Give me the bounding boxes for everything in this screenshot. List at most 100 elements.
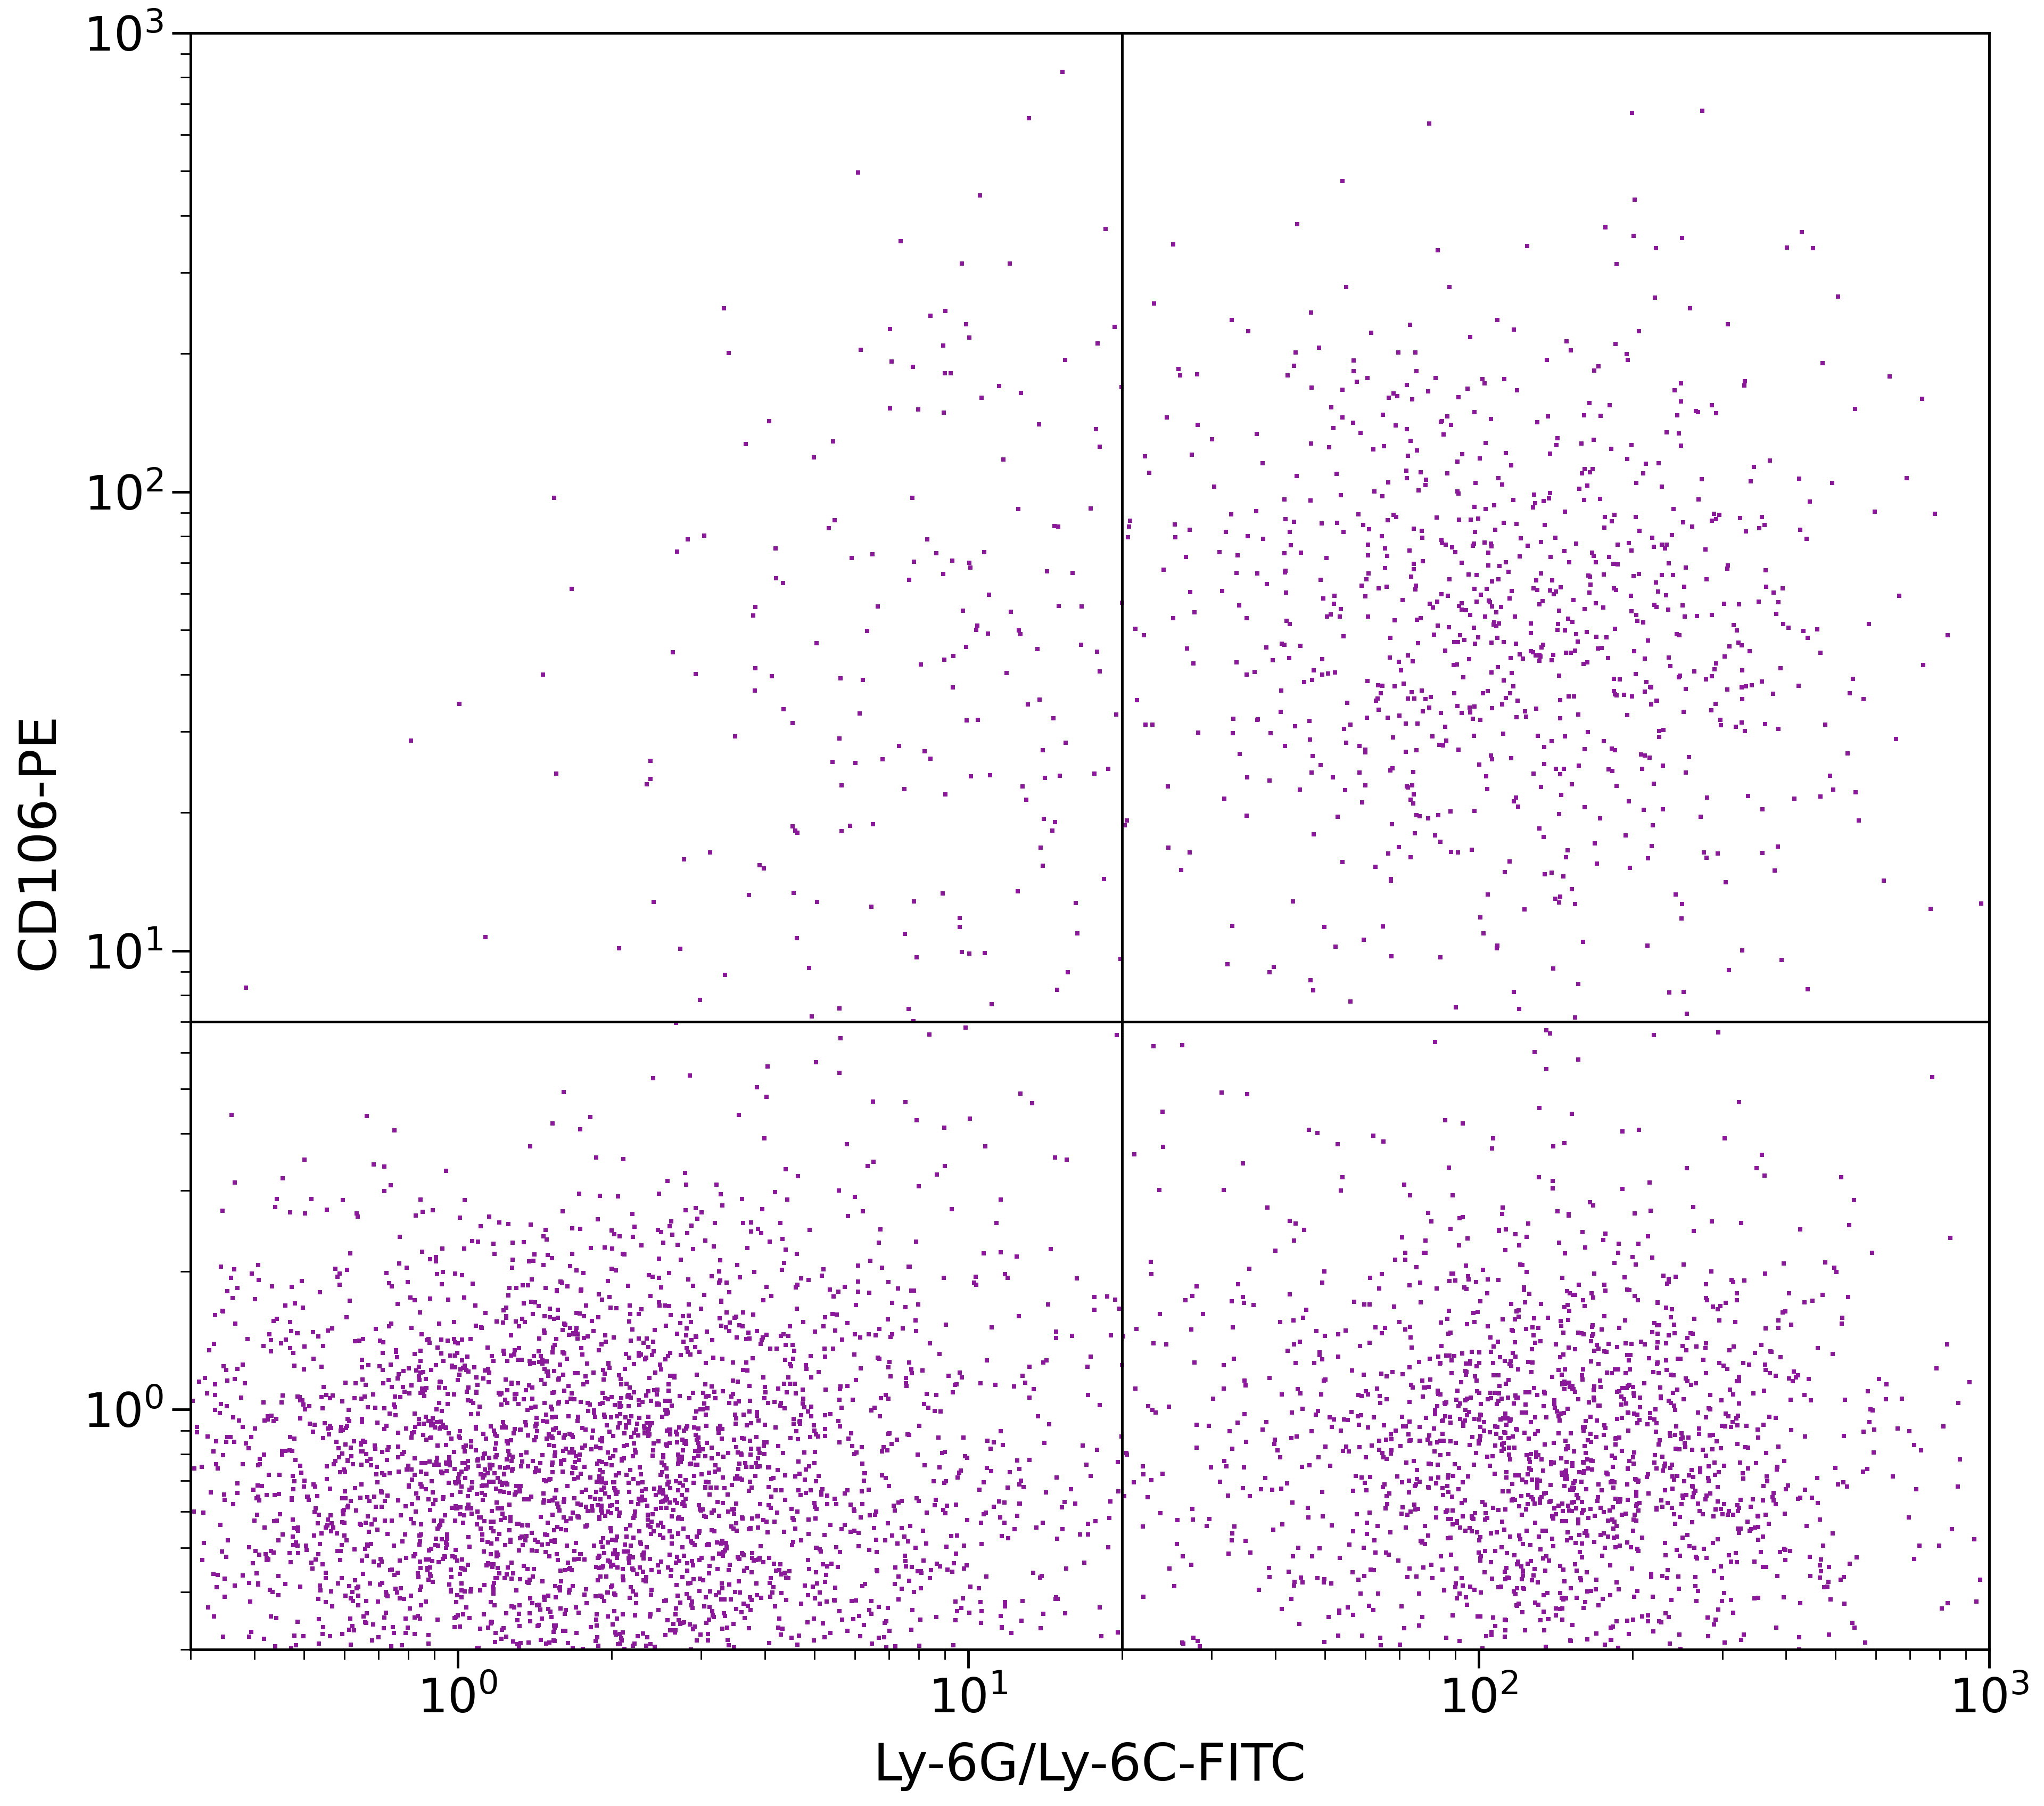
Point (885, 1513, 918, 1542)
Point (1466, 365, 1498, 394)
Point (789, 1351, 822, 1380)
Point (1576, 1279, 1609, 1308)
Point (1858, 497, 1891, 526)
Point (1711, 554, 1744, 583)
Point (448, 1187, 480, 1215)
Point (1306, 1345, 1339, 1374)
Point (1404, 1288, 1437, 1317)
Point (926, 1495, 959, 1524)
Point (675, 1546, 707, 1575)
Point (1476, 1494, 1508, 1522)
Point (630, 769, 662, 798)
Point (1645, 1443, 1678, 1472)
Point (623, 1340, 656, 1369)
Point (431, 1326, 464, 1354)
Point (489, 1459, 521, 1488)
Point (491, 1347, 523, 1376)
Point (1631, 1479, 1664, 1508)
Point (893, 1252, 926, 1280)
Point (527, 1582, 560, 1611)
Point (1592, 643, 1625, 672)
Point (329, 1369, 362, 1398)
Point (656, 1530, 689, 1559)
Point (1637, 1358, 1670, 1387)
Point (405, 1237, 437, 1266)
Point (861, 1526, 893, 1555)
Point (583, 1463, 615, 1492)
Point (940, 1539, 973, 1568)
Point (397, 1508, 429, 1537)
Point (1705, 1434, 1737, 1463)
Point (399, 1461, 431, 1490)
Point (758, 1387, 791, 1416)
Point (660, 1466, 693, 1495)
Point (1666, 1420, 1699, 1448)
Point (1607, 1501, 1639, 1530)
Point (893, 565, 926, 594)
Point (955, 762, 987, 791)
Point (1468, 1537, 1500, 1566)
Point (1459, 628, 1492, 657)
Point (1774, 1537, 1807, 1566)
Point (1139, 289, 1171, 318)
Point (1372, 383, 1404, 412)
Point (460, 1371, 493, 1400)
Point (908, 1450, 940, 1479)
Point (1523, 589, 1555, 618)
Point (628, 1420, 660, 1448)
Point (1004, 379, 1036, 408)
Point (930, 296, 963, 325)
Point (834, 1490, 867, 1519)
Point (1762, 1452, 1795, 1481)
Point (345, 1383, 378, 1412)
Point (1637, 591, 1670, 619)
Point (1040, 1317, 1073, 1345)
Point (744, 1329, 777, 1358)
Point (1619, 1250, 1652, 1279)
Point (652, 1167, 685, 1196)
Point (1611, 1607, 1643, 1636)
Point (476, 1497, 509, 1526)
Point (1572, 1389, 1605, 1418)
Point (587, 1474, 619, 1503)
Point (668, 1485, 701, 1513)
Point (372, 1365, 405, 1394)
Point (403, 1409, 435, 1438)
Point (814, 1618, 846, 1647)
Point (266, 1439, 298, 1468)
Point (1537, 1389, 1570, 1418)
Point (640, 1494, 672, 1522)
Point (1306, 1503, 1339, 1531)
Point (1656, 1389, 1688, 1418)
Point (1151, 773, 1183, 802)
Point (615, 1573, 648, 1602)
Point (889, 1546, 922, 1575)
Point (1641, 1494, 1674, 1522)
Point (719, 1595, 752, 1624)
Point (1108, 811, 1141, 840)
Point (1498, 314, 1531, 343)
Point (754, 1465, 787, 1494)
Point (1523, 1466, 1555, 1495)
Point (715, 1382, 748, 1410)
Point (1451, 560, 1484, 589)
Point (1517, 493, 1549, 522)
Point (1410, 1403, 1443, 1432)
Point (1529, 1479, 1562, 1508)
Point (1498, 1577, 1531, 1606)
Point (597, 1468, 630, 1497)
Point (403, 1405, 435, 1434)
Point (1502, 1461, 1535, 1490)
Point (705, 1615, 738, 1643)
Point (1382, 833, 1414, 861)
Point (881, 1273, 914, 1302)
Point (1598, 1533, 1631, 1562)
Point (1271, 1336, 1304, 1365)
Point (460, 1364, 493, 1392)
Point (1470, 1622, 1502, 1651)
Point (206, 1196, 239, 1224)
Point (672, 1289, 705, 1318)
Point (1707, 1499, 1739, 1528)
Point (1641, 578, 1674, 607)
Point (574, 1103, 607, 1132)
